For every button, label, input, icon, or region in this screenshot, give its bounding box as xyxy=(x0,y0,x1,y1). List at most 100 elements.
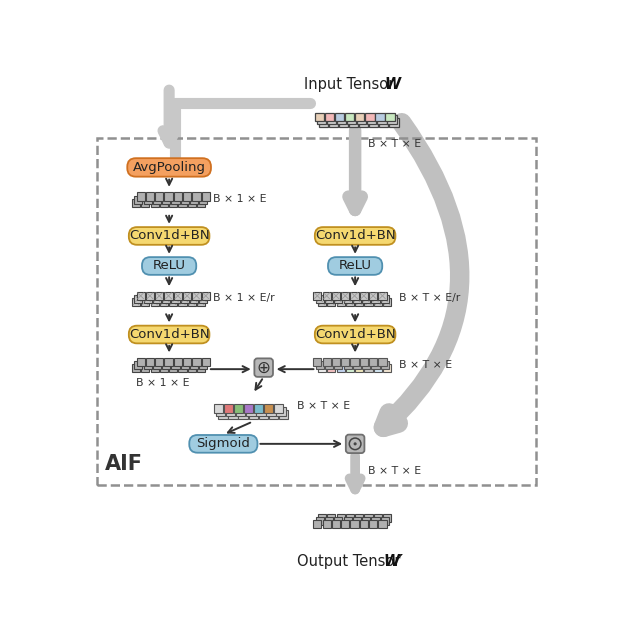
Bar xyxy=(136,358,145,366)
Bar xyxy=(313,292,321,300)
Bar xyxy=(180,195,189,204)
Text: B × T × E/r: B × T × E/r xyxy=(399,293,461,303)
Text: ReLU: ReLU xyxy=(152,260,186,272)
Bar xyxy=(325,361,333,369)
Bar xyxy=(193,193,200,200)
Bar xyxy=(180,361,189,369)
FancyBboxPatch shape xyxy=(129,325,209,343)
Bar xyxy=(335,113,344,121)
Bar xyxy=(134,295,142,303)
Text: Conv1d+BN: Conv1d+BN xyxy=(129,230,209,242)
Bar xyxy=(329,118,338,126)
Bar xyxy=(179,364,187,372)
Bar xyxy=(218,410,228,419)
FancyArrowPatch shape xyxy=(383,122,460,427)
Bar xyxy=(341,292,349,300)
Bar xyxy=(199,195,207,204)
FancyBboxPatch shape xyxy=(127,158,211,177)
Bar xyxy=(172,295,180,303)
Bar xyxy=(337,514,345,522)
Bar xyxy=(351,358,358,366)
Bar xyxy=(334,517,342,524)
Bar xyxy=(327,115,336,124)
Bar xyxy=(325,113,334,121)
Bar xyxy=(339,118,348,126)
FancyBboxPatch shape xyxy=(328,257,382,275)
Bar xyxy=(150,298,159,306)
Bar xyxy=(153,195,161,204)
Bar xyxy=(371,295,380,303)
Bar xyxy=(169,364,177,372)
Bar xyxy=(344,517,351,524)
Bar xyxy=(160,198,168,207)
Bar xyxy=(332,358,340,366)
Text: B × T × E: B × T × E xyxy=(399,360,452,369)
FancyBboxPatch shape xyxy=(189,435,257,453)
Bar xyxy=(344,295,351,303)
Bar xyxy=(264,404,273,413)
Bar xyxy=(369,520,377,528)
Bar xyxy=(346,514,354,522)
Bar xyxy=(317,115,326,124)
Bar xyxy=(347,115,356,124)
Bar xyxy=(325,295,333,303)
Bar xyxy=(357,115,366,124)
Bar xyxy=(143,195,152,204)
Bar xyxy=(378,358,387,366)
Bar xyxy=(234,404,243,413)
Bar xyxy=(374,364,382,372)
Bar xyxy=(318,298,326,306)
Bar xyxy=(341,520,349,528)
Bar xyxy=(369,118,378,126)
Bar xyxy=(150,198,159,207)
Bar xyxy=(256,407,266,416)
Bar xyxy=(169,298,177,306)
Bar xyxy=(155,292,163,300)
Bar xyxy=(228,410,237,419)
Bar xyxy=(202,358,210,366)
Text: AIF: AIF xyxy=(105,454,143,474)
Bar xyxy=(364,298,372,306)
Bar xyxy=(160,298,168,306)
Bar xyxy=(378,520,387,528)
Bar xyxy=(150,364,159,372)
Bar xyxy=(334,295,342,303)
Bar xyxy=(172,195,180,204)
Bar xyxy=(236,407,246,416)
Bar xyxy=(259,410,268,419)
Text: Conv1d+BN: Conv1d+BN xyxy=(315,230,396,242)
Bar xyxy=(160,364,168,372)
Bar xyxy=(254,404,263,413)
Bar xyxy=(190,295,198,303)
FancyBboxPatch shape xyxy=(129,227,209,245)
FancyBboxPatch shape xyxy=(346,434,364,453)
Bar xyxy=(360,292,368,300)
Bar xyxy=(180,295,189,303)
Text: B × T × E: B × T × E xyxy=(297,401,350,411)
Bar xyxy=(183,193,191,200)
Bar xyxy=(146,193,154,200)
Bar xyxy=(153,295,161,303)
Bar xyxy=(155,358,163,366)
Bar xyxy=(389,118,399,126)
Bar xyxy=(162,295,170,303)
Bar xyxy=(274,404,284,413)
Bar xyxy=(365,113,374,121)
Bar xyxy=(179,198,187,207)
Bar xyxy=(315,113,324,121)
Text: B × T × E: B × T × E xyxy=(367,138,420,149)
Bar xyxy=(146,292,154,300)
Bar xyxy=(316,295,324,303)
Bar xyxy=(367,115,376,124)
Bar xyxy=(381,361,389,369)
Bar xyxy=(224,404,233,413)
Bar xyxy=(318,514,326,522)
Text: ⊕: ⊕ xyxy=(257,359,271,376)
Bar xyxy=(202,292,210,300)
Bar xyxy=(325,517,333,524)
Text: Output Tensor: Output Tensor xyxy=(297,554,405,569)
Bar xyxy=(332,520,340,528)
Text: B × T × E: B × T × E xyxy=(367,466,420,476)
Bar xyxy=(197,198,205,207)
Bar xyxy=(334,361,342,369)
